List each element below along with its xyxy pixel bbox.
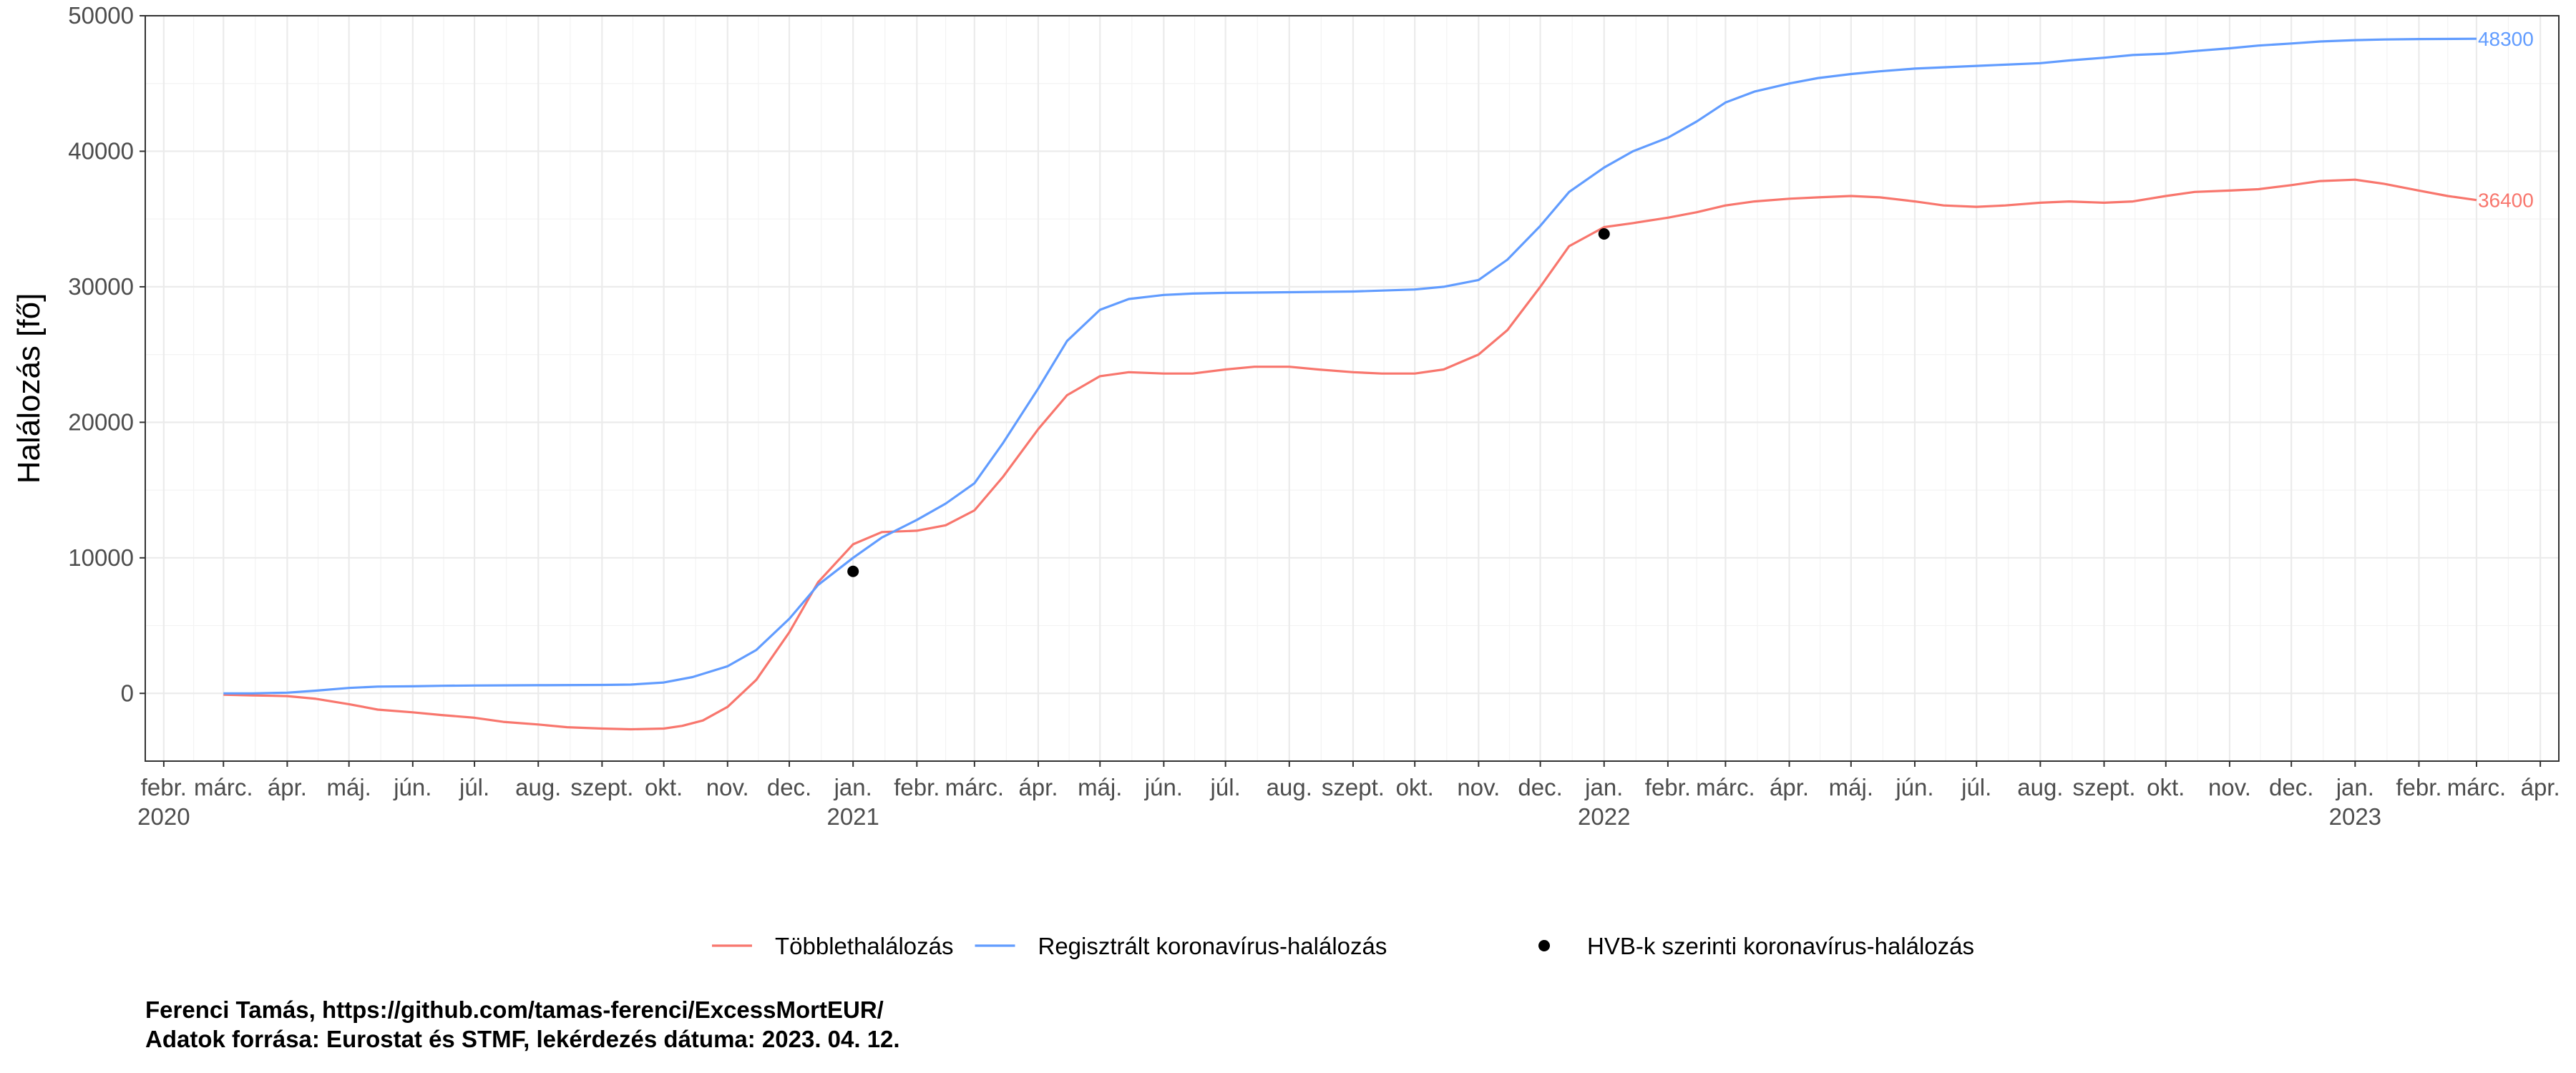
x-tick-month-label: dec. xyxy=(2269,774,2313,800)
x-tick-month-label: márc. xyxy=(2447,774,2507,800)
x-tick-month-label: ápr. xyxy=(1018,774,1058,800)
x-tick-month-label: jún. xyxy=(1895,774,1933,800)
x-tick-month-label: ápr. xyxy=(2521,774,2560,800)
y-tick-label: 40000 xyxy=(68,137,134,164)
y-tick-label: 30000 xyxy=(68,273,134,300)
x-tick-month-label: febr. xyxy=(894,774,940,800)
legend-key-point xyxy=(1538,940,1550,951)
x-tick-month-label: aug. xyxy=(1267,774,1312,800)
x-tick-month-label: ápr. xyxy=(268,774,307,800)
legend-label: Többlethalálozás xyxy=(775,933,954,959)
x-tick-year-label: 2020 xyxy=(137,803,190,830)
x-tick-month-label: nov. xyxy=(706,774,749,800)
x-tick-month-label: dec. xyxy=(1518,774,1562,800)
x-tick-month-label: aug. xyxy=(2017,774,2063,800)
x-tick-month-label: dec. xyxy=(767,774,811,800)
x-tick-month-label: júl. xyxy=(1961,774,1991,800)
x-tick-month-label: márc. xyxy=(1696,774,1755,800)
y-axis-title: Halálozás [fő] xyxy=(11,293,47,484)
points-layer xyxy=(847,228,1610,577)
data-point xyxy=(1598,228,1610,240)
x-tick-month-label: jan. xyxy=(834,774,872,800)
series-layer xyxy=(223,37,2477,731)
x-tick-month-label: márc. xyxy=(194,774,253,800)
minor-grid xyxy=(145,16,2559,762)
x-tick-month-label: máj. xyxy=(327,774,371,800)
x-tick-month-label: szept. xyxy=(2072,774,2135,800)
x-tick-year-label: 2023 xyxy=(2329,803,2381,830)
x-tick-year-label: 2021 xyxy=(826,803,879,830)
x-tick-month-label: máj. xyxy=(1829,774,1873,800)
legend-label: HVB-k szerinti koronavírus-halálozás xyxy=(1587,933,1974,959)
x-tick-year-label: 2022 xyxy=(1578,803,1630,830)
x-tick-month-label: okt. xyxy=(1396,774,1434,800)
y-tick-label: 10000 xyxy=(68,544,134,571)
panel-border xyxy=(145,15,2560,762)
major-grid xyxy=(145,14,2559,761)
x-tick-month-label: szept. xyxy=(570,774,633,800)
x-tick-month-label: okt. xyxy=(2147,774,2185,800)
x-tick-month-label: jún. xyxy=(393,774,431,800)
y-tick-label: 50000 xyxy=(68,2,134,29)
caption-author: Ferenci Tamás, https://github.com/tamas-… xyxy=(145,996,884,1023)
x-tick-month-label: jan. xyxy=(2336,774,2374,800)
x-tick-month-label: febr. xyxy=(1645,774,1691,800)
x-tick-month-label: febr. xyxy=(141,774,187,800)
x-tick-month-label: márc. xyxy=(945,774,1005,800)
y-tick-label: 0 xyxy=(121,680,134,706)
series-line xyxy=(223,178,2477,731)
x-tick-month-label: ápr. xyxy=(1770,774,1809,800)
series-end-label: 36400 xyxy=(2478,190,2534,212)
y-axis: 0 10000 20000 30000 40000 50000 xyxy=(68,2,145,706)
x-tick-month-label: aug. xyxy=(515,774,561,800)
x-tick-month-label: szept. xyxy=(1322,774,1385,800)
legend: Többlethalálozás Regisztrált koronavírus-… xyxy=(712,933,1974,959)
caption-source: Adatok forrása: Eurostat és STMF, lekérd… xyxy=(145,1026,900,1052)
data-point xyxy=(847,565,859,577)
x-tick-month-label: jan. xyxy=(1584,774,1623,800)
x-tick-month-label: máj. xyxy=(1078,774,1122,800)
x-tick-month-label: júl. xyxy=(1210,774,1241,800)
y-tick-label: 20000 xyxy=(68,408,134,435)
series-end-label: 48300 xyxy=(2478,28,2534,50)
x-tick-month-label: nov. xyxy=(2208,774,2251,800)
x-tick-month-label: febr. xyxy=(2396,774,2441,800)
x-tick-month-label: jún. xyxy=(1144,774,1183,800)
series-line xyxy=(223,37,2477,695)
end-labels: 36400 48300 xyxy=(2478,28,2534,211)
x-tick-month-label: júl. xyxy=(459,774,489,800)
legend-label: Regisztrált koronavírus-halálozás xyxy=(1038,933,1387,959)
x-tick-month-label: nov. xyxy=(1457,774,1500,800)
x-tick-month-label: okt. xyxy=(645,774,683,800)
